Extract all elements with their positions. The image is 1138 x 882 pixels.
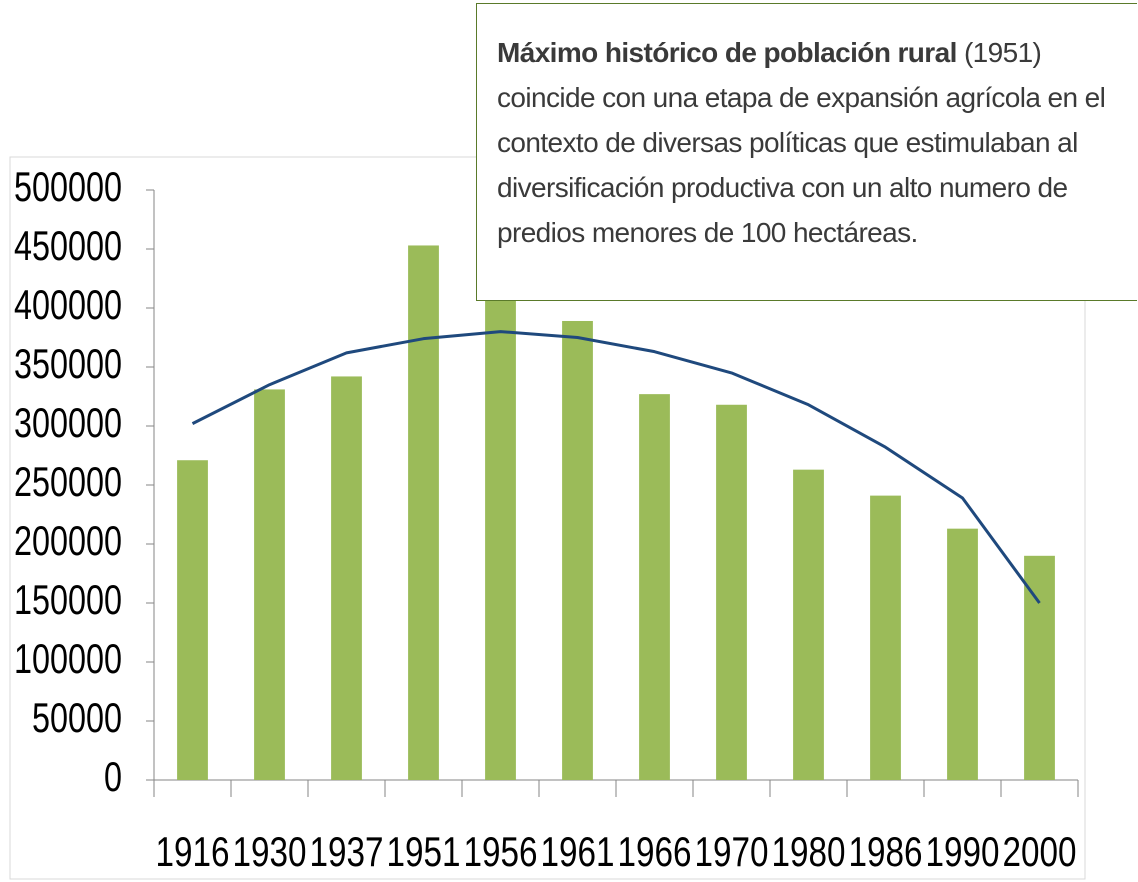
bar xyxy=(408,245,439,780)
y-tick-label: 150000 xyxy=(14,576,122,623)
x-tick-label: 2000 xyxy=(1003,828,1077,875)
bar xyxy=(716,404,747,780)
annotation-bold: Máximo histórico de población rural xyxy=(497,37,957,68)
y-tick-label: 250000 xyxy=(14,458,122,505)
y-tick-label: 450000 xyxy=(14,222,122,269)
trend-line xyxy=(191,330,1041,604)
x-tick-label: 1937 xyxy=(310,828,384,875)
bar xyxy=(793,469,824,780)
y-tick-label: 50000 xyxy=(32,694,122,741)
x-tick-label: 1990 xyxy=(926,828,1000,875)
bar xyxy=(1024,555,1055,780)
x-tick-label: 1961 xyxy=(541,828,615,875)
annotation-text: (1951) coincide con una etapa de expansi… xyxy=(497,37,1106,248)
x-tick-label: 1970 xyxy=(695,828,769,875)
y-tick-label: 500000 xyxy=(14,163,122,210)
bar xyxy=(562,320,593,780)
bar xyxy=(485,292,516,780)
y-tick-label: 300000 xyxy=(14,399,122,446)
y-tick-label: 0 xyxy=(104,753,122,800)
x-tick-label: 1966 xyxy=(618,828,692,875)
bar xyxy=(639,394,670,780)
x-tick-label: 1951 xyxy=(387,828,461,875)
x-tick-label: 1980 xyxy=(772,828,846,875)
y-tick-label: 100000 xyxy=(14,635,122,682)
bar xyxy=(331,376,362,780)
y-tick-label: 400000 xyxy=(14,281,122,328)
bar xyxy=(870,495,901,780)
annotation: Máximo histórico de población rural (195… xyxy=(476,3,1137,301)
x-tick-label: 1916 xyxy=(156,828,230,875)
bar xyxy=(177,460,208,780)
bar xyxy=(254,389,285,780)
x-tick-label: 1930 xyxy=(233,828,307,875)
bar xyxy=(947,528,978,780)
x-tick-label: 1956 xyxy=(464,828,538,875)
y-tick-label: 200000 xyxy=(14,517,122,564)
x-tick-label: 1986 xyxy=(849,828,923,875)
y-tick-label: 350000 xyxy=(14,340,122,387)
